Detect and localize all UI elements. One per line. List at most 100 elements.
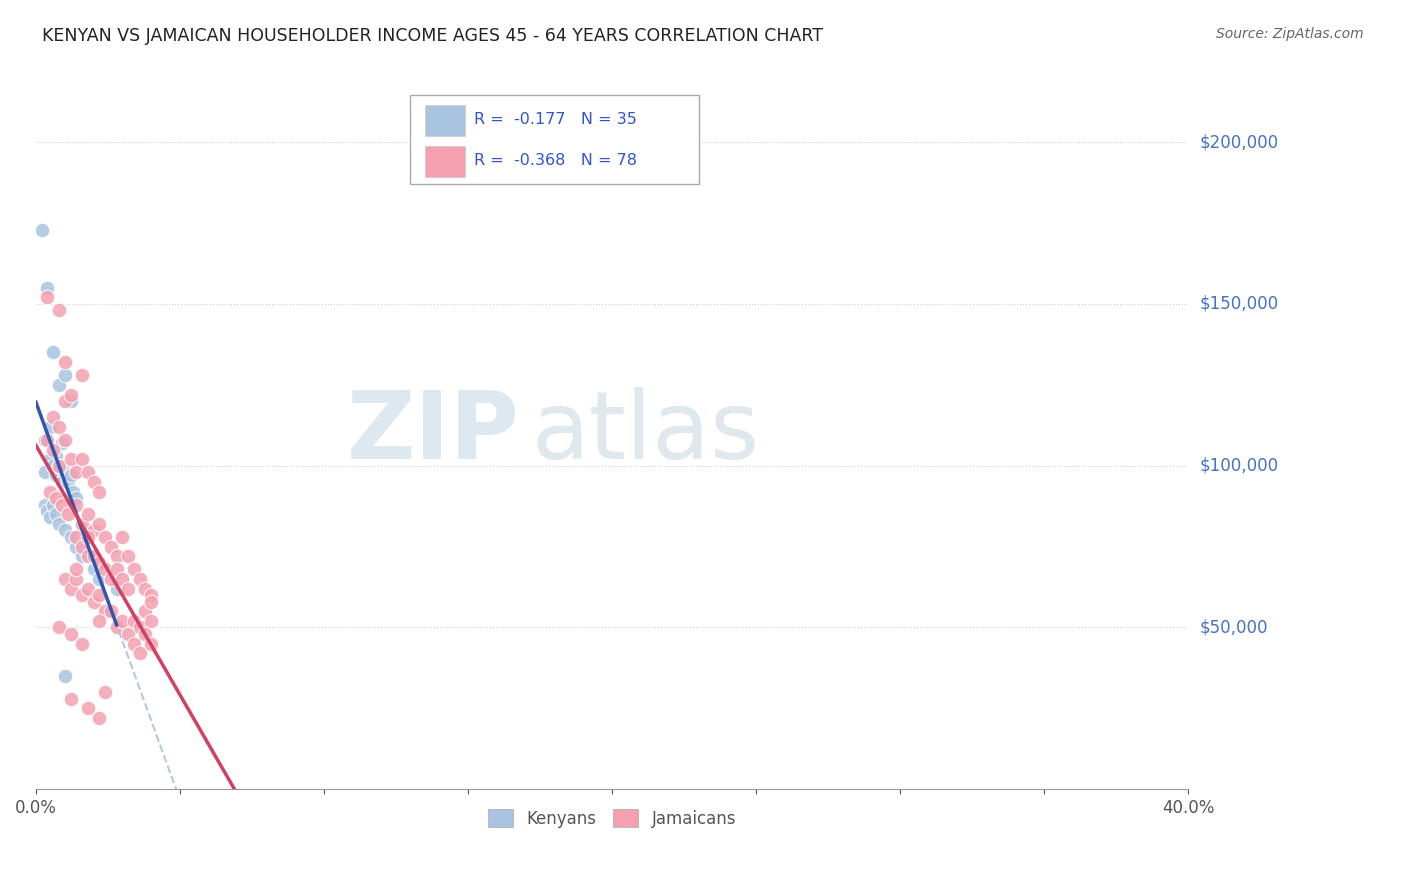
Point bbox=[59, 582, 82, 596]
Point bbox=[83, 475, 105, 489]
Point bbox=[105, 582, 128, 596]
Point bbox=[53, 355, 76, 369]
Point bbox=[117, 627, 139, 641]
Point bbox=[51, 436, 73, 450]
Point bbox=[76, 465, 98, 479]
Point bbox=[94, 604, 117, 618]
Point bbox=[45, 491, 67, 505]
Point bbox=[53, 368, 76, 383]
Point bbox=[59, 394, 82, 409]
Point bbox=[62, 484, 84, 499]
Text: atlas: atlas bbox=[531, 387, 759, 479]
Point bbox=[65, 530, 87, 544]
Point bbox=[76, 507, 98, 521]
Point bbox=[48, 620, 70, 634]
Point bbox=[141, 637, 163, 651]
FancyBboxPatch shape bbox=[426, 105, 464, 136]
Point bbox=[34, 465, 56, 479]
Point bbox=[65, 562, 87, 576]
Point bbox=[65, 465, 87, 479]
Point bbox=[39, 510, 62, 524]
Point bbox=[42, 442, 65, 457]
Point bbox=[42, 498, 65, 512]
Point bbox=[105, 620, 128, 634]
Point bbox=[122, 562, 145, 576]
Text: $50,000: $50,000 bbox=[1199, 618, 1268, 637]
Point bbox=[89, 484, 111, 499]
Text: KENYAN VS JAMAICAN HOUSEHOLDER INCOME AGES 45 - 64 YEARS CORRELATION CHART: KENYAN VS JAMAICAN HOUSEHOLDER INCOME AG… bbox=[42, 27, 823, 45]
Point bbox=[37, 504, 59, 518]
Point bbox=[76, 701, 98, 715]
Point bbox=[65, 491, 87, 505]
Point bbox=[134, 604, 156, 618]
Point bbox=[83, 594, 105, 608]
Point bbox=[111, 530, 134, 544]
Point bbox=[128, 646, 150, 660]
Point bbox=[94, 685, 117, 699]
Point bbox=[48, 377, 70, 392]
Point bbox=[89, 556, 111, 570]
Point bbox=[53, 465, 76, 479]
Point bbox=[53, 433, 76, 447]
Point bbox=[100, 540, 122, 554]
Point bbox=[51, 475, 73, 489]
Point bbox=[65, 498, 87, 512]
FancyBboxPatch shape bbox=[411, 95, 699, 185]
Point bbox=[100, 572, 122, 586]
Point bbox=[94, 562, 117, 576]
Point bbox=[39, 484, 62, 499]
Point bbox=[59, 387, 82, 401]
Point bbox=[59, 627, 82, 641]
Point bbox=[48, 458, 70, 473]
Point bbox=[89, 516, 111, 531]
Point bbox=[105, 562, 128, 576]
Point bbox=[53, 394, 76, 409]
Point bbox=[45, 468, 67, 483]
Text: R =  -0.177   N = 35: R = -0.177 N = 35 bbox=[474, 112, 637, 127]
Point bbox=[48, 516, 70, 531]
Point bbox=[59, 452, 82, 467]
Point bbox=[48, 303, 70, 318]
Point bbox=[70, 549, 93, 564]
Point bbox=[48, 458, 70, 473]
Point bbox=[53, 572, 76, 586]
Point bbox=[128, 572, 150, 586]
Point bbox=[76, 549, 98, 564]
Point bbox=[105, 549, 128, 564]
Point bbox=[89, 614, 111, 628]
Point bbox=[37, 290, 59, 304]
Point bbox=[122, 614, 145, 628]
Point bbox=[34, 433, 56, 447]
Point bbox=[65, 540, 87, 554]
Text: $200,000: $200,000 bbox=[1199, 133, 1278, 151]
Point bbox=[70, 516, 93, 531]
Point bbox=[34, 498, 56, 512]
Point bbox=[70, 588, 93, 602]
Point bbox=[53, 669, 76, 683]
Point bbox=[83, 562, 105, 576]
Point bbox=[56, 507, 79, 521]
Point bbox=[134, 582, 156, 596]
Point bbox=[42, 458, 65, 473]
Point bbox=[76, 530, 98, 544]
Text: ZIP: ZIP bbox=[347, 387, 520, 479]
Point bbox=[59, 691, 82, 706]
Point bbox=[39, 452, 62, 467]
Point bbox=[59, 530, 82, 544]
Point bbox=[70, 368, 93, 383]
Legend: Kenyans, Jamaicans: Kenyans, Jamaicans bbox=[481, 803, 742, 834]
Point bbox=[141, 614, 163, 628]
Point bbox=[117, 582, 139, 596]
Point bbox=[48, 420, 70, 434]
Point bbox=[42, 410, 65, 425]
Point bbox=[42, 345, 65, 359]
Point bbox=[122, 637, 145, 651]
Point bbox=[45, 507, 67, 521]
Point bbox=[37, 281, 59, 295]
Text: R =  -0.368   N = 78: R = -0.368 N = 78 bbox=[474, 153, 637, 168]
Point bbox=[59, 468, 82, 483]
Text: Source: ZipAtlas.com: Source: ZipAtlas.com bbox=[1216, 27, 1364, 41]
Point bbox=[141, 588, 163, 602]
Point bbox=[31, 222, 53, 236]
Point bbox=[128, 620, 150, 634]
